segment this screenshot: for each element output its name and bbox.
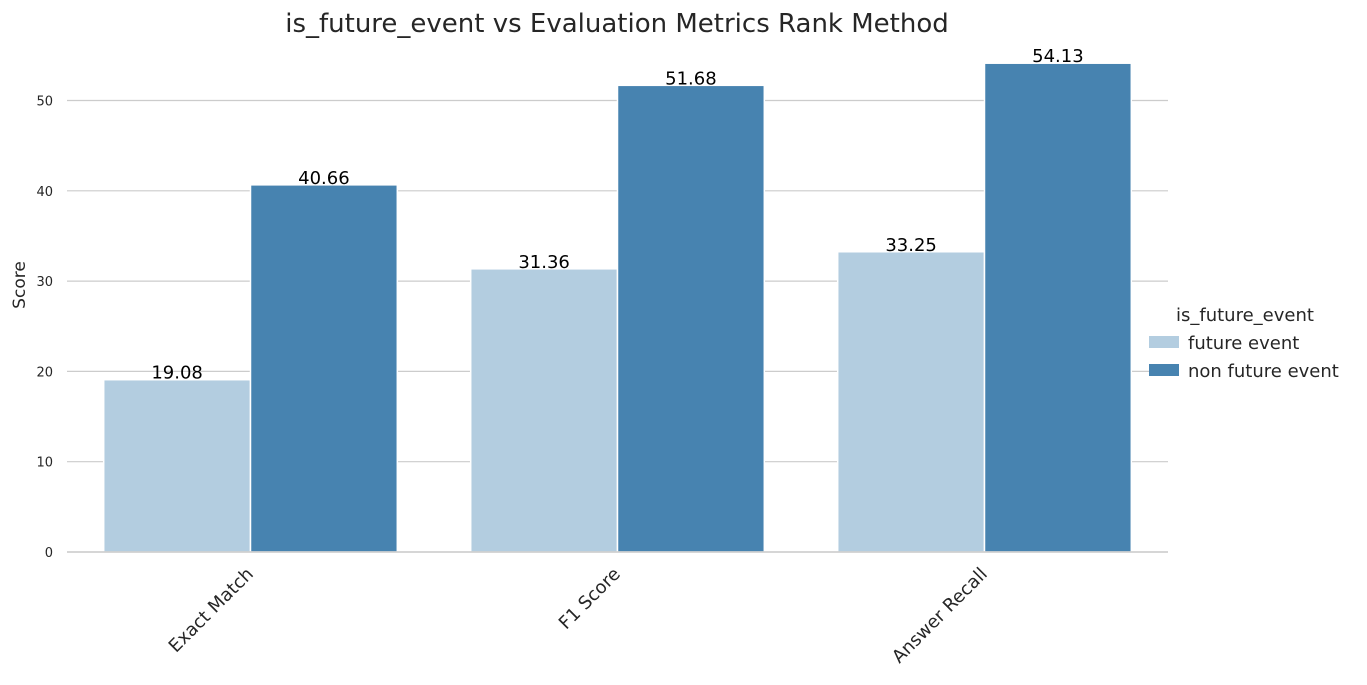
data-label: 40.66 <box>298 168 350 189</box>
x-tick-label: F1 Score <box>555 564 625 634</box>
bar <box>469 268 619 553</box>
legend-label: non future event <box>1188 361 1339 382</box>
bar <box>983 62 1133 553</box>
bar <box>249 184 399 553</box>
y-axis-label: Score <box>10 261 30 309</box>
bar <box>616 84 766 553</box>
data-label: 51.68 <box>665 68 717 89</box>
data-labels: 19.08 40.66 31.36 51.68 33.25 54.13 <box>151 46 1083 384</box>
y-tick-label: 0 <box>45 546 53 561</box>
legend: is_future_event future event non future e… <box>1149 305 1339 382</box>
data-label: 54.13 <box>1032 46 1084 67</box>
legend-swatch <box>1149 336 1179 348</box>
data-label: 31.36 <box>518 252 570 273</box>
y-tick-label: 20 <box>36 365 53 380</box>
legend-swatch <box>1149 364 1179 376</box>
y-tick-label: 10 <box>36 456 53 471</box>
data-label: 19.08 <box>151 363 203 384</box>
chart-title: is_future_event vs Evaluation Metrics Ra… <box>285 9 949 39</box>
bar <box>836 251 986 553</box>
legend-label: future event <box>1188 333 1299 354</box>
x-tick-label: Answer Recall <box>888 564 992 668</box>
y-tick-labels: 0 10 20 30 40 50 <box>36 95 53 562</box>
legend-title: is_future_event <box>1176 305 1314 326</box>
bars <box>102 62 1133 553</box>
y-tick-label: 40 <box>36 185 53 200</box>
y-tick-label: 50 <box>36 95 53 110</box>
x-tick-labels: Exact Match F1 Score Answer Recall <box>165 564 992 668</box>
data-label: 33.25 <box>885 235 937 256</box>
y-tick-label: 30 <box>36 275 53 290</box>
x-tick-label: Exact Match <box>165 564 258 657</box>
bar <box>102 378 252 553</box>
